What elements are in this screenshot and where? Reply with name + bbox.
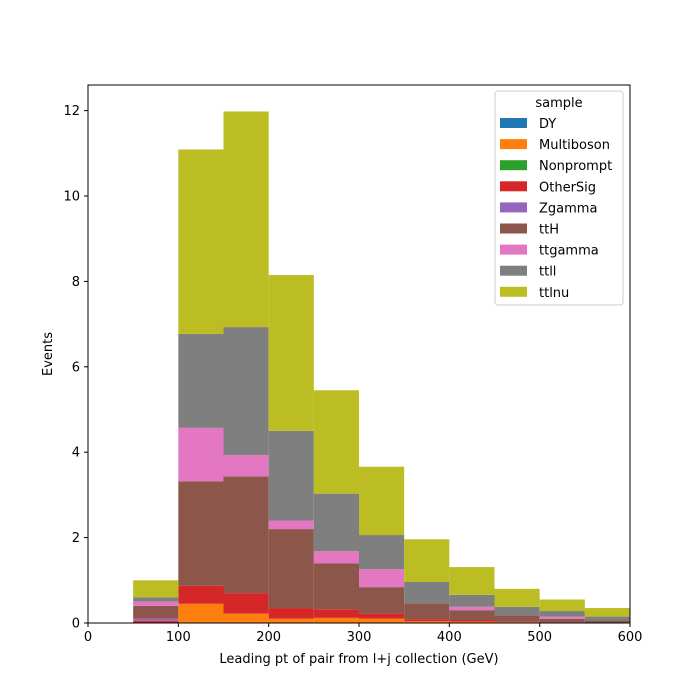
bar-ttll-bin-8 bbox=[494, 606, 540, 616]
bar-multiboson-bin-6 bbox=[404, 621, 450, 623]
legend-items: DY Multiboson Nonprompt OtherSig Zgamma ttH tt… bbox=[500, 117, 612, 301]
bar-ttgamma-bin-4 bbox=[313, 551, 359, 564]
y-tick-label: 0 bbox=[72, 617, 80, 632]
x-tick-label: 200 bbox=[256, 630, 281, 645]
bar-othersig-bin-3 bbox=[268, 608, 314, 619]
bar-multiboson-bin-5 bbox=[359, 618, 405, 623]
legend-label-ttlnu: ttlnu bbox=[539, 286, 569, 301]
bar-ttgamma-bin-3 bbox=[268, 520, 314, 530]
bar-ttll-bin-0 bbox=[133, 597, 179, 602]
bar-othersig-bin-0 bbox=[133, 620, 179, 623]
bar-tth-bin-4 bbox=[313, 563, 359, 610]
legend-label-dy: DY bbox=[539, 117, 556, 132]
legend-label-multiboson: Multiboson bbox=[539, 138, 610, 153]
x-tick-label: 400 bbox=[437, 630, 462, 645]
bar-tth-bin-10 bbox=[584, 620, 630, 623]
bar-ttll-bin-2 bbox=[223, 327, 269, 456]
bar-ttlnu-bin-0 bbox=[133, 580, 179, 598]
x-tick-label: 0 bbox=[84, 630, 92, 645]
legend-label-nonprompt: Nonprompt bbox=[539, 159, 612, 174]
legend-swatch-zgamma bbox=[500, 202, 527, 213]
bar-tth-bin-0 bbox=[133, 605, 179, 619]
y-tick-label: 6 bbox=[72, 360, 80, 375]
bar-stack-group bbox=[133, 111, 630, 623]
y-tick-label: 10 bbox=[63, 190, 80, 205]
legend-swatch-ttlnu bbox=[500, 286, 527, 297]
y-tick-label: 12 bbox=[63, 104, 80, 119]
bar-ttlnu-bin-5 bbox=[359, 466, 405, 536]
bar-ttlnu-bin-9 bbox=[539, 599, 585, 612]
legend-swatch-nonprompt bbox=[500, 160, 527, 171]
bar-multiboson-bin-3 bbox=[268, 618, 314, 623]
bar-ttll-bin-10 bbox=[584, 616, 630, 621]
bar-tth-bin-2 bbox=[223, 476, 269, 594]
legend-swatch-multiboson bbox=[500, 139, 527, 150]
bar-ttgamma-bin-0 bbox=[133, 601, 179, 606]
bar-tth-bin-8 bbox=[494, 615, 540, 622]
legend: sample DY Multiboson Nonprompt OtherSig Zgam… bbox=[494, 90, 624, 306]
bar-ttgamma-bin-5 bbox=[359, 569, 405, 588]
bar-ttll-bin-1 bbox=[178, 333, 224, 428]
bar-ttlnu-bin-2 bbox=[223, 111, 269, 328]
legend-swatch-dy bbox=[500, 118, 527, 128]
bar-othersig-bin-1 bbox=[178, 585, 224, 604]
bar-ttlnu-bin-4 bbox=[313, 390, 359, 494]
bar-ttll-bin-6 bbox=[404, 582, 450, 604]
y-tick-label: 4 bbox=[72, 446, 80, 461]
bar-tth-bin-7 bbox=[449, 610, 495, 621]
bar-ttlnu-bin-3 bbox=[268, 275, 314, 431]
bar-ttgamma-bin-2 bbox=[223, 455, 269, 477]
legend-label-othersig: OtherSig bbox=[539, 180, 596, 195]
legend-label-ttgamma: ttgamma bbox=[539, 244, 599, 259]
x-tick-label: 300 bbox=[347, 630, 372, 645]
x-axis-label: Leading pt of pair from l+j collection (… bbox=[219, 652, 498, 667]
x-tick-label: 500 bbox=[527, 630, 552, 645]
legend-swatch-othersig bbox=[500, 181, 527, 192]
bar-ttlnu-bin-8 bbox=[494, 588, 540, 607]
bar-othersig-bin-2 bbox=[223, 593, 269, 614]
bar-tth-bin-5 bbox=[359, 587, 405, 614]
legend-swatch-tth bbox=[500, 223, 527, 234]
legend-swatch-ttgamma bbox=[500, 244, 527, 255]
y-tick-label: 8 bbox=[72, 275, 80, 290]
bar-ttlnu-bin-1 bbox=[178, 149, 224, 334]
bar-multiboson-bin-7 bbox=[449, 621, 495, 623]
bar-ttll-bin-7 bbox=[449, 594, 495, 607]
legend-swatch-ttll bbox=[500, 265, 527, 276]
bar-ttll-bin-9 bbox=[539, 611, 585, 617]
bar-ttlnu-bin-10 bbox=[584, 608, 630, 617]
y-tick-label: 2 bbox=[72, 531, 80, 546]
bar-ttll-bin-4 bbox=[313, 493, 359, 552]
bar-multiboson-bin-4 bbox=[313, 617, 359, 623]
bar-ttgamma-bin-9 bbox=[539, 616, 585, 619]
bar-multiboson-bin-1 bbox=[178, 603, 224, 623]
bar-tth-bin-6 bbox=[404, 603, 450, 620]
bar-tth-bin-1 bbox=[178, 481, 224, 586]
legend-label-zgamma: Zgamma bbox=[539, 201, 597, 216]
y-axis: 0 2 4 6 8 10 12 bbox=[63, 104, 88, 632]
bar-multiboson-bin-2 bbox=[223, 613, 269, 623]
bar-ttlnu-bin-7 bbox=[449, 567, 495, 595]
bar-ttgamma-bin-7 bbox=[449, 606, 495, 611]
bar-tth-bin-3 bbox=[268, 529, 314, 609]
bar-othersig-bin-8 bbox=[494, 621, 540, 623]
bar-othersig-bin-5 bbox=[359, 613, 405, 619]
x-tick-label: 600 bbox=[618, 630, 643, 645]
bar-ttll-bin-5 bbox=[359, 535, 405, 570]
bar-othersig-bin-7 bbox=[449, 620, 495, 622]
bar-zgamma-bin-0 bbox=[133, 618, 179, 621]
legend-label-ttll: ttll bbox=[539, 265, 556, 280]
bar-ttll-bin-3 bbox=[268, 430, 314, 521]
x-tick-label: 100 bbox=[166, 630, 191, 645]
bar-ttlnu-bin-6 bbox=[404, 539, 450, 583]
legend-label-tth: ttH bbox=[539, 223, 559, 238]
x-axis: 0 100 200 300 400 500 600 bbox=[84, 623, 643, 645]
legend-title: sample bbox=[535, 96, 582, 111]
bar-othersig-bin-6 bbox=[404, 619, 450, 622]
bar-tth-bin-9 bbox=[539, 618, 585, 623]
y-axis-label: Events bbox=[41, 332, 56, 376]
bar-othersig-bin-4 bbox=[313, 609, 359, 618]
bar-ttgamma-bin-1 bbox=[178, 427, 224, 482]
